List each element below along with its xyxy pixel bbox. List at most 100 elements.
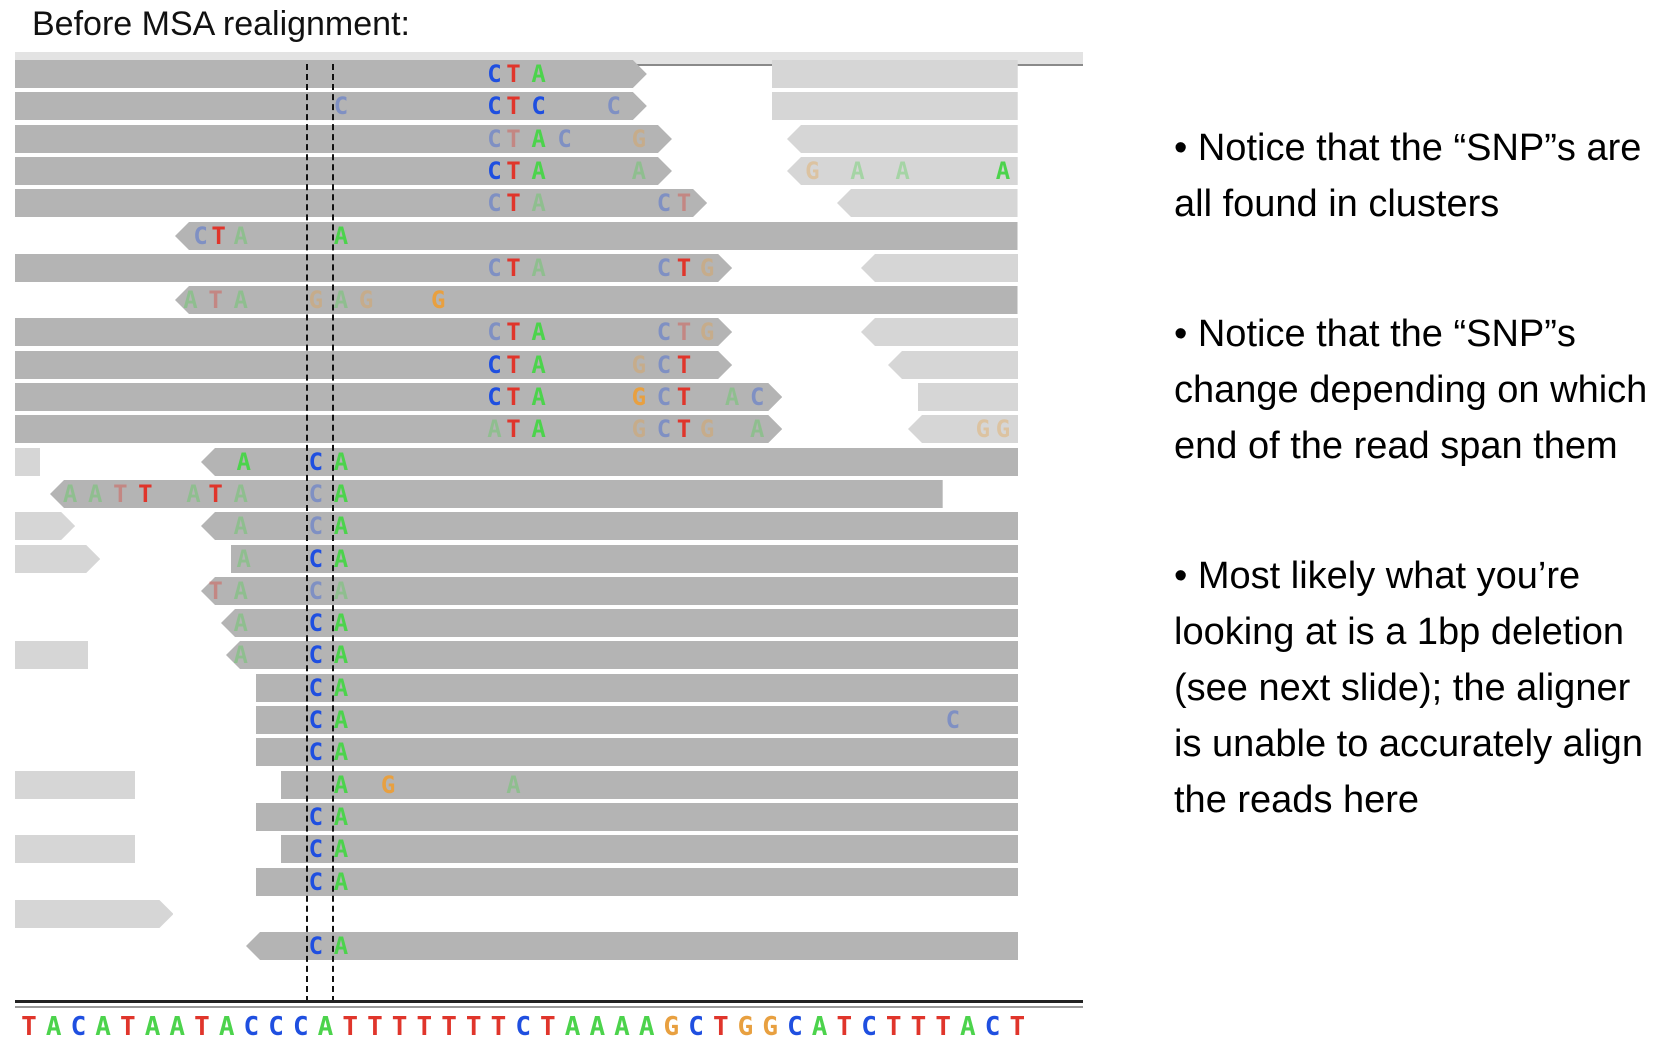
- aligned-read[interactable]: [280, 835, 1018, 864]
- aligned-read[interactable]: [15, 770, 136, 799]
- mismatch-base: A: [233, 576, 248, 605]
- mismatch-base: T: [506, 350, 521, 379]
- aligned-read[interactable]: [200, 447, 1018, 476]
- mismatch-base: C: [487, 350, 502, 379]
- mismatch-base: G: [975, 415, 991, 444]
- aligned-read[interactable]: [200, 512, 1018, 541]
- mismatch-base: G: [631, 383, 647, 411]
- mismatch-base: G: [631, 124, 647, 153]
- mismatch-base: A: [724, 383, 740, 411]
- mismatch-base: A: [531, 383, 546, 411]
- reference-base: T: [910, 1012, 927, 1042]
- aligned-read[interactable]: [15, 899, 174, 928]
- aligned-read[interactable]: [200, 576, 1018, 605]
- mismatch-base: A: [531, 156, 546, 185]
- aligned-read[interactable]: [255, 738, 1018, 767]
- mismatch-base: A: [333, 479, 349, 508]
- aligned-read[interactable]: [255, 867, 1018, 896]
- aligned-read[interactable]: [15, 512, 76, 541]
- aligned-read[interactable]: [175, 221, 1018, 250]
- aligned-read[interactable]: [772, 92, 1018, 121]
- mismatch-base: A: [333, 706, 349, 734]
- reference-base: T: [540, 1012, 556, 1042]
- reference-base: A: [589, 1012, 606, 1042]
- mismatch-base: T: [506, 383, 521, 411]
- aligned-read[interactable]: [772, 60, 1018, 88]
- reference-divider: [15, 1000, 1083, 1003]
- mismatch-base: A: [233, 479, 248, 508]
- aligned-read[interactable]: [15, 92, 647, 121]
- aligned-read[interactable]: [887, 350, 1018, 379]
- aligned-read[interactable]: [15, 318, 733, 347]
- aligned-read[interactable]: [787, 156, 1018, 185]
- mismatch-base: A: [333, 641, 349, 670]
- mismatch-base: A: [531, 350, 546, 379]
- aligned-read[interactable]: [15, 350, 733, 379]
- mismatch-base: T: [138, 479, 153, 508]
- mismatch-base: C: [487, 124, 502, 153]
- mismatch-base: A: [236, 447, 251, 476]
- reference-base: G: [663, 1012, 680, 1042]
- reference-base: A: [317, 1012, 334, 1042]
- aligned-read[interactable]: [220, 609, 1018, 638]
- aligned-read[interactable]: [860, 318, 1018, 347]
- aligned-read[interactable]: [175, 286, 1018, 315]
- reference-base: C: [861, 1012, 877, 1042]
- aligned-read[interactable]: [50, 479, 943, 508]
- note-read-end: • Notice that the “SNP”s change dependin…: [1174, 313, 1648, 467]
- aligned-read[interactable]: [917, 383, 1018, 411]
- mismatch-base: C: [308, 835, 324, 864]
- reference-divider-secondary: [15, 1006, 1083, 1008]
- aligned-read[interactable]: [787, 124, 1018, 153]
- mismatch-base: G: [431, 286, 446, 315]
- reference-base: T: [21, 1012, 37, 1042]
- aligned-read[interactable]: [860, 253, 1018, 282]
- aligned-read[interactable]: [280, 770, 1018, 799]
- aligned-read[interactable]: [837, 189, 1018, 218]
- mismatch-base: A: [850, 156, 865, 185]
- note-clusters: • Notice that the “SNP”s are all found i…: [1174, 127, 1642, 225]
- aligned-read[interactable]: [15, 124, 672, 153]
- aligned-read[interactable]: [15, 641, 89, 670]
- aligned-read[interactable]: [15, 415, 783, 444]
- mismatch-base: A: [183, 286, 198, 315]
- mismatch-base: C: [656, 350, 672, 379]
- mismatch-base: T: [506, 189, 521, 218]
- mismatch-base: A: [333, 447, 349, 476]
- reference-base: A: [45, 1012, 62, 1042]
- aligned-read[interactable]: [225, 641, 1018, 670]
- aligned-read[interactable]: [255, 673, 1018, 702]
- mismatch-base: C: [656, 253, 672, 282]
- aligned-read[interactable]: [15, 189, 708, 218]
- reference-base: A: [95, 1012, 111, 1042]
- notes-panel: • Notice that the “SNP”s are all found i…: [1174, 120, 1660, 902]
- reference-base: T: [490, 1012, 507, 1042]
- mismatch-base: T: [506, 124, 521, 153]
- reference-base: T: [836, 1012, 853, 1042]
- aligned-read[interactable]: [907, 415, 1018, 444]
- aligned-read[interactable]: [15, 60, 647, 88]
- reference-base: A: [144, 1012, 161, 1042]
- aligned-read[interactable]: [15, 253, 733, 282]
- mismatch-base: T: [506, 92, 521, 121]
- aligned-read[interactable]: [15, 544, 101, 573]
- mismatch-base: A: [531, 415, 546, 444]
- reference-base: C: [243, 1012, 260, 1042]
- aligned-read[interactable]: [15, 156, 672, 185]
- aligned-read[interactable]: [15, 835, 136, 864]
- mismatch-base: T: [676, 253, 692, 282]
- aligned-read[interactable]: [255, 706, 1018, 734]
- mismatch-base: C: [487, 318, 502, 347]
- aligned-read[interactable]: [245, 932, 1018, 961]
- aligned-read[interactable]: [230, 544, 1018, 573]
- mismatch-base: A: [333, 544, 349, 573]
- aligned-read[interactable]: [15, 383, 783, 411]
- mismatch-base: T: [676, 318, 692, 347]
- reference-base: T: [194, 1012, 210, 1042]
- mismatch-base: A: [233, 512, 248, 541]
- aligned-read[interactable]: [255, 802, 1018, 831]
- mismatch-base: C: [749, 383, 765, 411]
- reference-base: C: [268, 1012, 284, 1042]
- aligned-read[interactable]: [15, 447, 41, 476]
